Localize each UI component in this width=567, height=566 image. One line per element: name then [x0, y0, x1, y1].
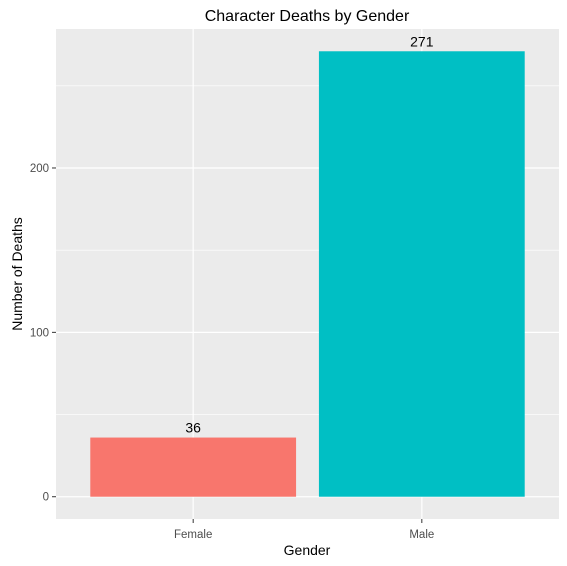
x-axis-title: Gender [284, 542, 331, 558]
y-axis-title: Number of Deaths [9, 217, 25, 331]
y-axis: 0 100 200 [30, 163, 56, 504]
bar-male [318, 51, 525, 497]
x-tick-label: Female [174, 529, 212, 541]
x-axis: Female Male [174, 519, 434, 541]
data-label-male: 271 [410, 33, 434, 49]
y-tick-label: 200 [30, 163, 49, 175]
x-tick-label: Male [409, 529, 434, 541]
bar-female [90, 437, 297, 497]
chart-title: Character Deaths by Gender [205, 8, 410, 25]
y-tick-label: 0 [43, 492, 49, 504]
y-tick-label: 100 [30, 327, 49, 339]
bars [90, 51, 525, 497]
data-labels: 36 271 [185, 33, 433, 435]
data-label-female: 36 [185, 420, 201, 436]
